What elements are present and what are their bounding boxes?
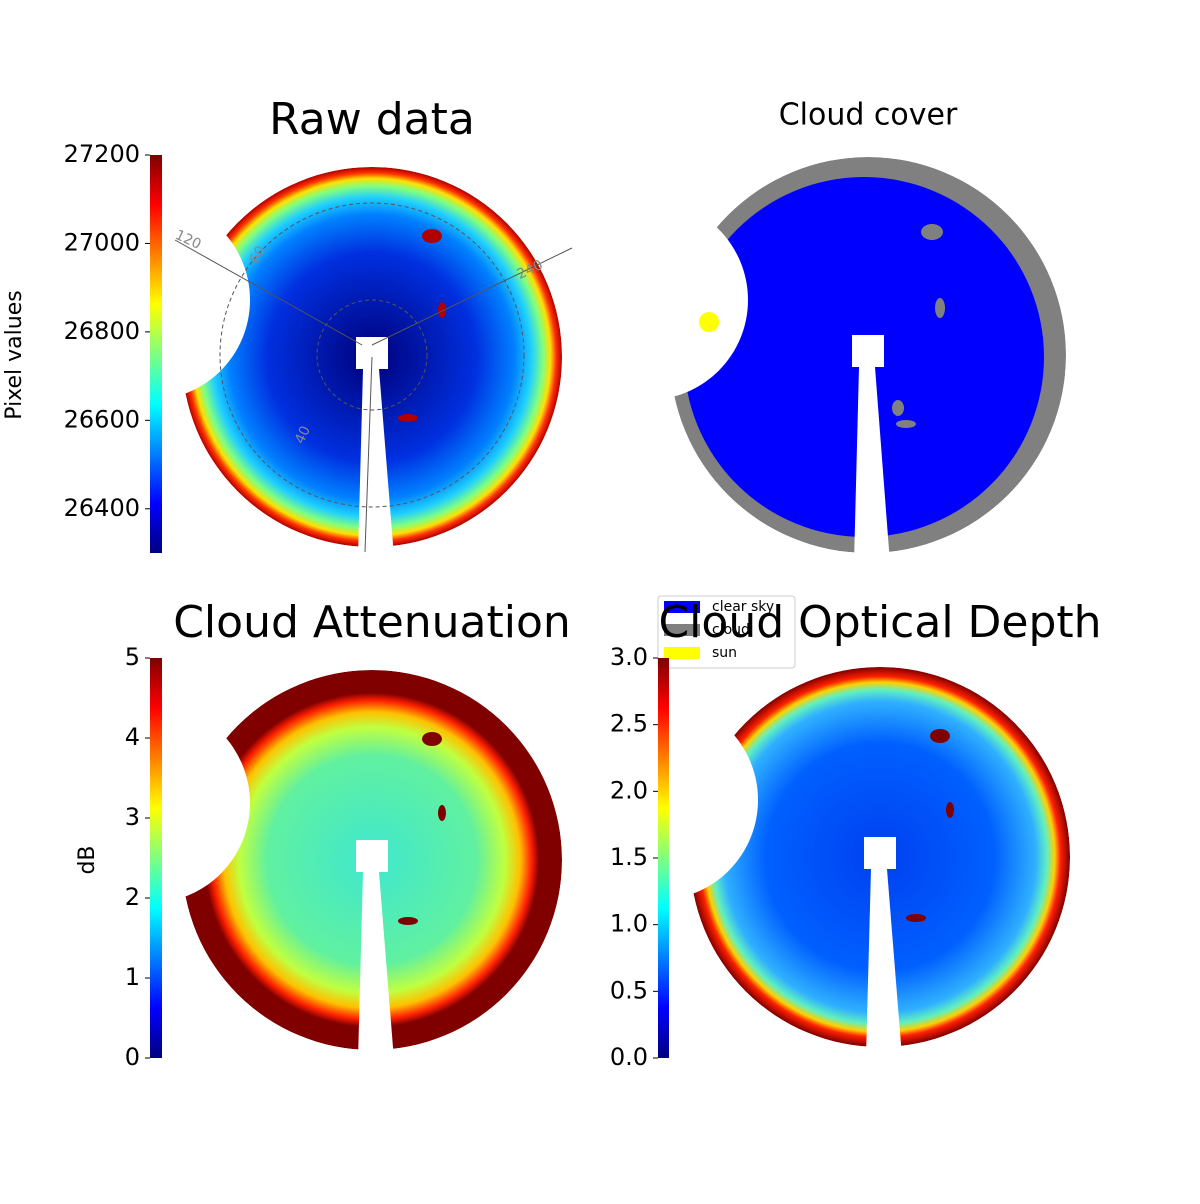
legend-swatch <box>664 647 700 659</box>
sun <box>699 312 719 332</box>
sky-feature <box>906 914 926 922</box>
colorbar-tick-label: 3.0 <box>610 643 648 671</box>
sky-feature <box>422 229 442 243</box>
mast <box>356 337 394 557</box>
sky-feature <box>398 414 418 422</box>
colorbar-tick-label: 27000 <box>64 228 140 256</box>
sky-feature <box>398 917 418 925</box>
colorbar-tick-label: 2.0 <box>610 776 648 804</box>
colorbar-label: dB <box>75 845 100 874</box>
legend-swatch <box>664 624 700 636</box>
polar-circle <box>219 202 525 508</box>
colorbar <box>658 658 669 1058</box>
polar-label: 60 <box>247 243 270 266</box>
mast <box>356 840 394 1060</box>
colorbar-tick-label: 0.0 <box>610 1043 648 1071</box>
colorbar-tick-label: 1.5 <box>610 843 648 871</box>
sky-feature <box>422 732 442 746</box>
colorbar <box>150 155 162 553</box>
colorbar-tick-label: 27200 <box>64 140 140 168</box>
polar-label: 120 <box>173 227 204 253</box>
polar-axis <box>174 239 363 346</box>
colorbar-tick-label: 1.0 <box>610 910 648 938</box>
colorbar-label: Pixel values <box>2 290 27 419</box>
colorbar-tick-label: 3 <box>125 803 140 831</box>
panel-title: Cloud Optical Depth <box>658 597 1101 648</box>
legend-label: cloud <box>712 622 750 638</box>
cloud-patch <box>896 420 916 428</box>
sky-feature <box>438 302 446 318</box>
sky-feature <box>946 802 954 818</box>
colorbar <box>150 658 162 1058</box>
cloud-patch <box>892 400 904 416</box>
colorbar-tick-label: 0 <box>125 1043 140 1071</box>
colorbar-tick-label: 26400 <box>64 494 140 522</box>
mast <box>852 335 890 563</box>
legend-swatch <box>664 601 700 613</box>
legend-label: sun <box>712 645 737 661</box>
polar-axis <box>364 356 373 553</box>
colorbar-tick-label: 1 <box>125 963 140 991</box>
panel-title: Cloud Attenuation <box>173 597 571 648</box>
cloud-patch <box>935 298 945 318</box>
polar-axis <box>371 247 573 346</box>
panel-title: Cloud cover <box>779 98 958 133</box>
mast <box>864 837 902 1057</box>
colorbar-tick-label: 0.5 <box>610 976 648 1004</box>
polar-label: 40 <box>292 424 314 447</box>
panel-title: Raw data <box>269 94 475 145</box>
colorbar-tick-label: 4 <box>125 723 140 751</box>
colorbar-tick-label: 26600 <box>64 405 140 433</box>
legend-label: clear sky <box>712 599 774 615</box>
colorbar-tick-label: 26800 <box>64 317 140 345</box>
cloud-patch <box>921 224 943 240</box>
colorbar-tick-label: 5 <box>125 643 140 671</box>
colorbar-tick-label: 2.5 <box>610 710 648 738</box>
polar-grid <box>174 202 573 553</box>
colorbar-tick-label: 2 <box>125 883 140 911</box>
sky-feature <box>438 805 446 821</box>
sky-feature <box>930 729 950 743</box>
polar-circle <box>316 299 428 411</box>
